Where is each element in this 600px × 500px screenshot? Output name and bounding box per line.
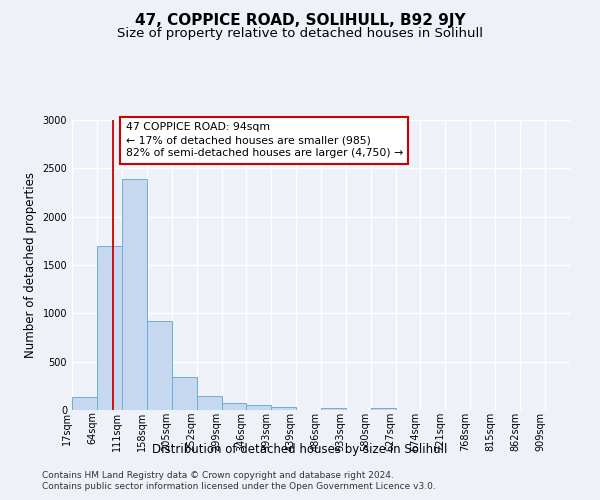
Bar (122, 179, 147, 410)
Bar (371, 408, 395, 410)
Bar (197, 396, 221, 410)
Bar (147, 321, 172, 410)
Bar (172, 377, 197, 410)
Text: Size of property relative to detached houses in Solihull: Size of property relative to detached ho… (117, 28, 483, 40)
Bar (221, 403, 247, 410)
Text: Contains public sector information licensed under the Open Government Licence v3: Contains public sector information licen… (42, 482, 436, 491)
Text: 47 COPPICE ROAD: 94sqm
← 17% of detached houses are smaller (985)
82% of semi-de: 47 COPPICE ROAD: 94sqm ← 17% of detached… (125, 122, 403, 158)
Y-axis label: Number of detached properties: Number of detached properties (24, 172, 37, 358)
Bar (271, 406, 296, 410)
Bar (247, 405, 271, 410)
Bar (72, 398, 97, 410)
Text: 47, COPPICE ROAD, SOLIHULL, B92 9JY: 47, COPPICE ROAD, SOLIHULL, B92 9JY (134, 12, 466, 28)
Bar (321, 408, 346, 410)
Bar (97, 246, 122, 410)
Text: Contains HM Land Registry data © Crown copyright and database right 2024.: Contains HM Land Registry data © Crown c… (42, 471, 394, 480)
Text: Distribution of detached houses by size in Solihull: Distribution of detached houses by size … (152, 442, 448, 456)
